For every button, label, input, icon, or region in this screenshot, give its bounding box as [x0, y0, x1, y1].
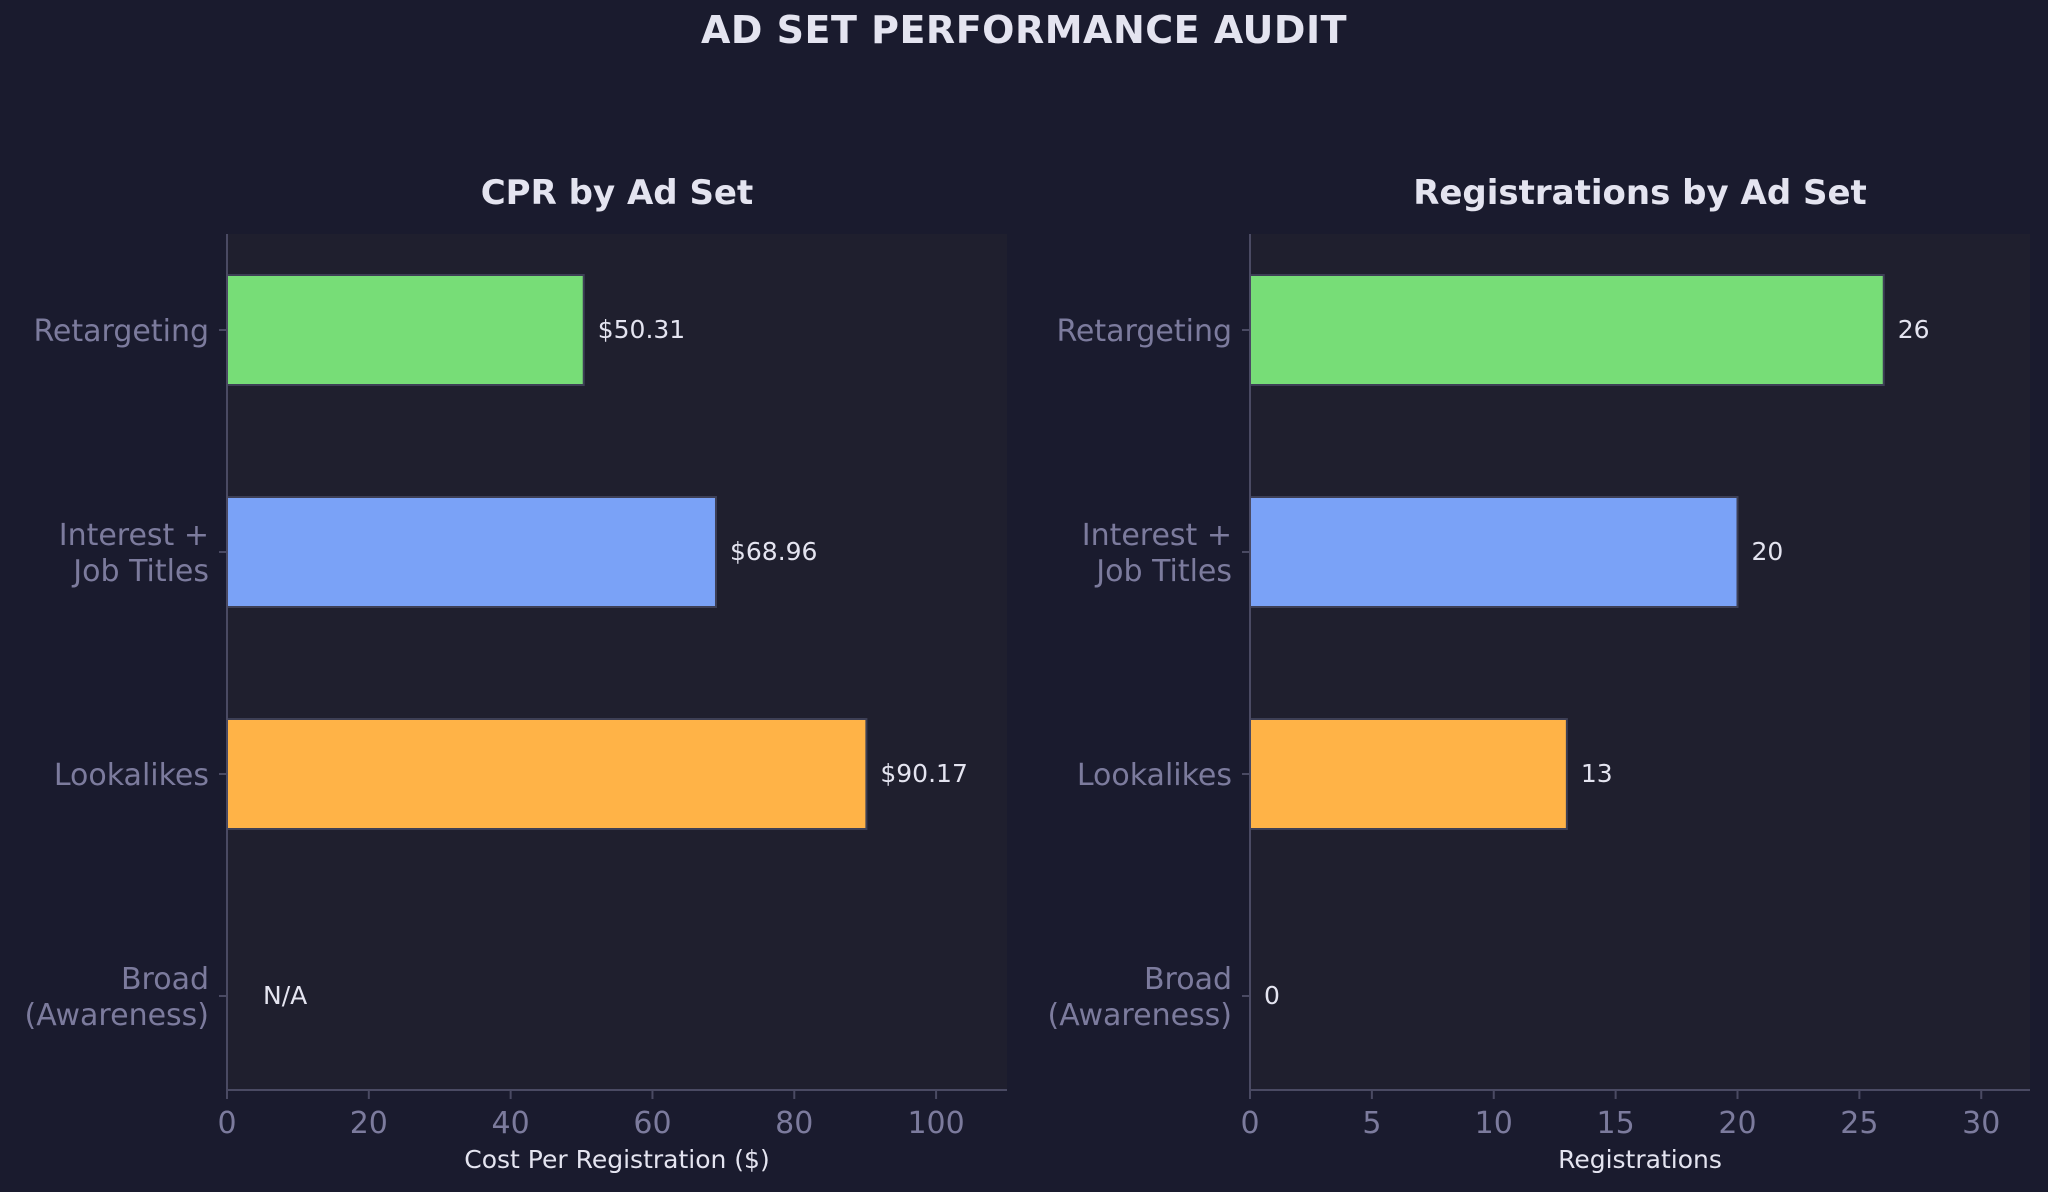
value-label: 26	[1898, 315, 1930, 344]
category-label-line: Interest +	[59, 518, 209, 553]
category-label-line: Broad	[121, 962, 209, 997]
bar-1	[1249, 274, 1885, 386]
value-label: 13	[1581, 759, 1613, 788]
x-tick-label: 100	[907, 1106, 964, 1141]
category-label-line: Lookalikes	[1077, 758, 1232, 793]
figure-title: AD SET PERFORMANCE AUDIT	[700, 8, 1348, 52]
category-label: Interest + Job Titles	[1082, 518, 1232, 589]
value-label: $90.17	[880, 759, 967, 788]
category-label: Lookalikes	[1077, 758, 1232, 793]
value-label: 0	[1264, 981, 1280, 1010]
value-label: 20	[1752, 537, 1784, 566]
x-tick-label: 60	[633, 1106, 671, 1141]
category-label-line: Job Titles	[71, 554, 209, 589]
x-tick-label: 10	[1475, 1106, 1513, 1141]
x-tick-label: 40	[492, 1106, 530, 1141]
chart-title: Registrations by Ad Set	[1413, 173, 1867, 213]
bar-1	[226, 274, 585, 386]
x-tick-label: 80	[775, 1106, 813, 1141]
x-tick-label: 25	[1840, 1106, 1878, 1141]
x-tick-label: 15	[1597, 1106, 1635, 1141]
category-label-line: (Awareness)	[1048, 998, 1233, 1033]
x-axis-label: Cost Per Registration ($)	[464, 1145, 769, 1174]
bar-3	[1249, 718, 1568, 830]
na-label: N/A	[263, 981, 307, 1010]
category-label: Retargeting	[1056, 314, 1232, 349]
category-label-line: Retargeting	[33, 314, 209, 349]
chart-title: CPR by Ad Set	[481, 173, 754, 213]
x-tick-label: 20	[1718, 1106, 1756, 1141]
x-tick-label: 0	[217, 1106, 236, 1141]
chart-panel-1: CPR by Ad Set $50.31 $68.96 $90.17 N/A Retarg…	[25, 173, 1007, 1174]
category-label: Lookalikes	[54, 758, 209, 793]
category-label: Broad (Awareness)	[25, 962, 210, 1033]
category-label: Retargeting	[33, 314, 209, 349]
bar-2	[226, 496, 717, 608]
category-label: Interest + Job Titles	[59, 518, 209, 589]
x-axis-label: Registrations	[1558, 1145, 1722, 1174]
value-label: $68.96	[730, 537, 817, 566]
value-label: $50.31	[598, 315, 685, 344]
category-label-line: Broad	[1144, 962, 1232, 997]
x-tick-label: 0	[1240, 1106, 1259, 1141]
bar-3	[226, 718, 868, 830]
x-tick-label: 5	[1362, 1106, 1381, 1141]
x-tick-label: 20	[350, 1106, 388, 1141]
category-label-line: Retargeting	[1056, 314, 1232, 349]
category-label: Broad (Awareness)	[1048, 962, 1233, 1033]
chart-panel-2: Registrations by Ad Set 26 20 13 0 Retargetin…	[1048, 173, 2030, 1174]
category-label-line: Job Titles	[1094, 554, 1232, 589]
category-label-line: Lookalikes	[54, 758, 209, 793]
category-label-line: Interest +	[1082, 518, 1232, 553]
bar-2	[1249, 496, 1739, 608]
x-tick-label: 30	[1962, 1106, 2000, 1141]
category-label-line: (Awareness)	[25, 998, 210, 1033]
